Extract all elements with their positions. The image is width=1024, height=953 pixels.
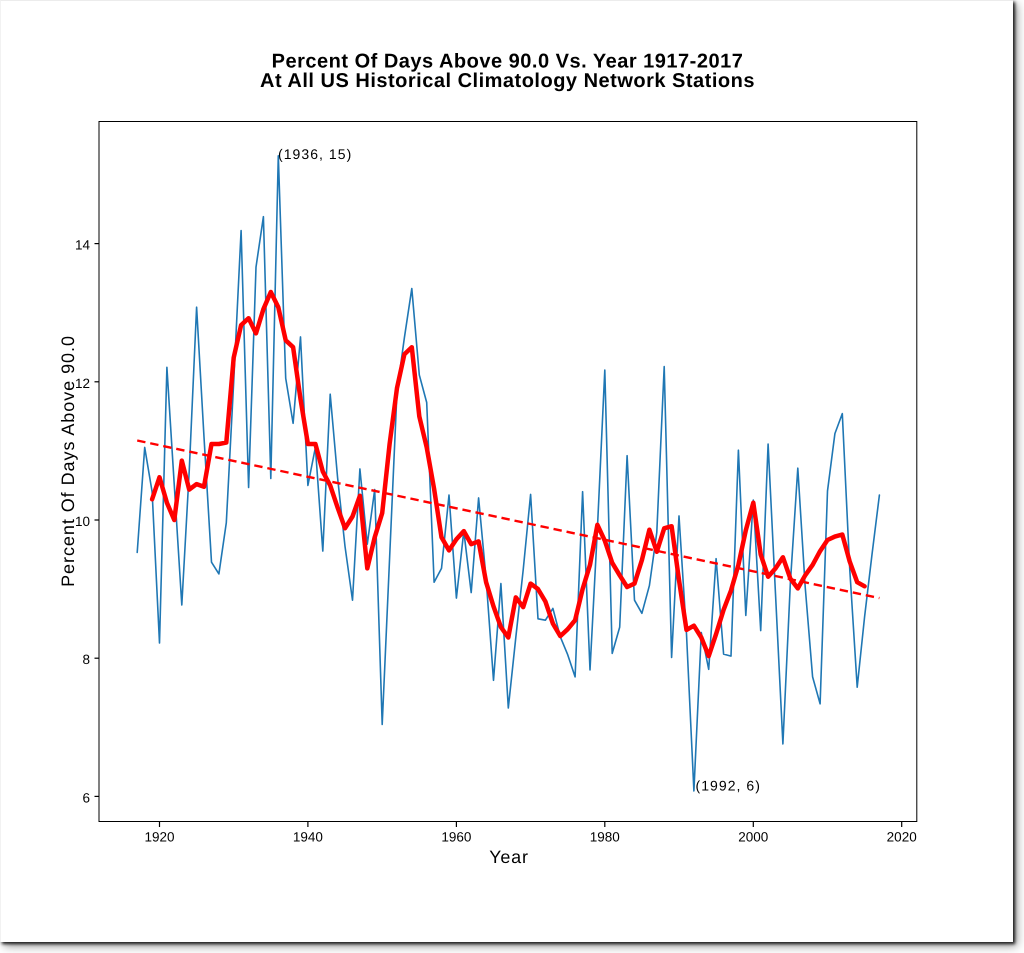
svg-text:(1936, 15): (1936, 15): [278, 146, 352, 162]
svg-text:1920: 1920: [144, 829, 174, 844]
svg-text:10: 10: [75, 514, 90, 529]
svg-text:12: 12: [75, 376, 90, 391]
svg-text:(1992, 6): (1992, 6): [696, 778, 761, 794]
svg-text:8: 8: [82, 652, 90, 667]
svg-text:1980: 1980: [590, 829, 620, 844]
svg-text:6: 6: [82, 790, 90, 805]
svg-text:Percent Of Days Above 90.0 Vs.: Percent Of Days Above 90.0 Vs. Year 1917…: [272, 51, 744, 73]
svg-text:At All US Historical Climatolo: At All US Historical Climatology Network…: [260, 70, 755, 92]
svg-text:2020: 2020: [887, 829, 917, 844]
svg-text:Year: Year: [489, 847, 529, 867]
svg-text:1940: 1940: [293, 829, 323, 844]
svg-text:2000: 2000: [738, 829, 768, 844]
svg-text:1960: 1960: [441, 829, 471, 844]
svg-text:14: 14: [75, 238, 91, 253]
svg-text:Percent Of Days Above 90.0: Percent Of Days Above 90.0: [58, 335, 78, 587]
